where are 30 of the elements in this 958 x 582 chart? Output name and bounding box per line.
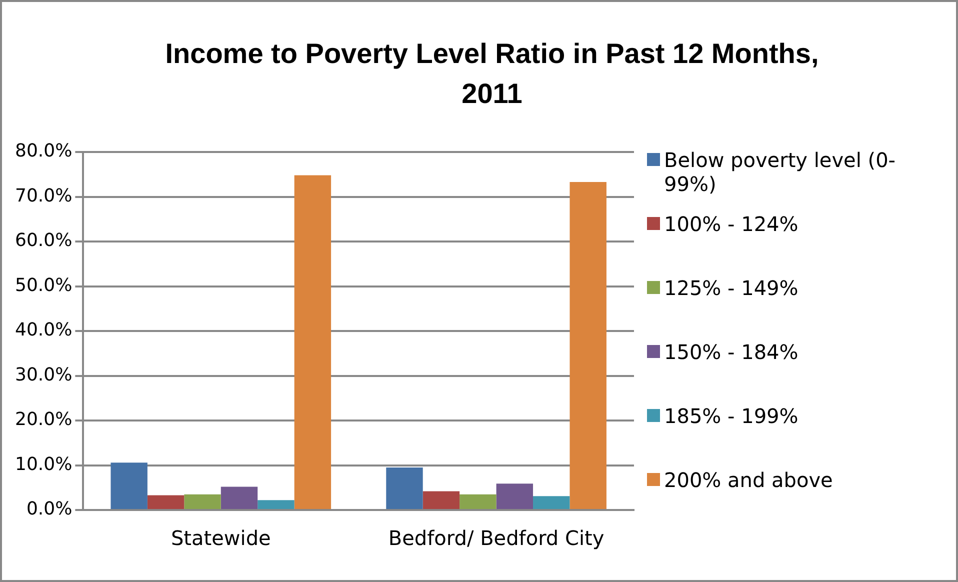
legend-label: Below poverty level (0-99%): [664, 148, 897, 196]
y-tick-label: 20.0%: [14, 409, 72, 430]
y-tick-label: 10.0%: [14, 454, 72, 475]
legend-label: 100% - 124%: [664, 212, 798, 236]
y-tick-label: 40.0%: [14, 320, 72, 341]
y-tick-label: 70.0%: [14, 185, 72, 206]
legend-label: 150% - 184%: [664, 340, 798, 364]
bar: [184, 494, 221, 509]
bar: [258, 500, 294, 509]
bar: [460, 494, 496, 509]
legend-label: 185% - 199%: [664, 404, 798, 428]
legend-label: 200% and above: [664, 468, 833, 492]
bar: [147, 495, 184, 509]
y-tick-label: 0.0%: [26, 498, 72, 520]
y-tick-label: 30.0%: [14, 364, 72, 386]
bar: [496, 484, 534, 509]
bar: [533, 496, 570, 509]
bar: [386, 467, 423, 509]
bar: [110, 462, 148, 509]
x-tick-label: Statewide: [170, 526, 271, 550]
bar: [294, 175, 332, 509]
bar: [570, 182, 606, 509]
legend-label: 125% - 149%: [664, 276, 798, 300]
bar: [220, 486, 258, 509]
y-tick-label: 80.0%: [14, 140, 72, 162]
chart-title: Income to Poverty Level Ratio in Past 12 Months, 2011: [164, 37, 820, 111]
bar: [422, 491, 460, 509]
x-tick-label: Bedford/ Bedford City: [388, 526, 604, 550]
y-tick-label: 50.0%: [14, 274, 72, 296]
y-tick-label: 60.0%: [14, 230, 72, 252]
